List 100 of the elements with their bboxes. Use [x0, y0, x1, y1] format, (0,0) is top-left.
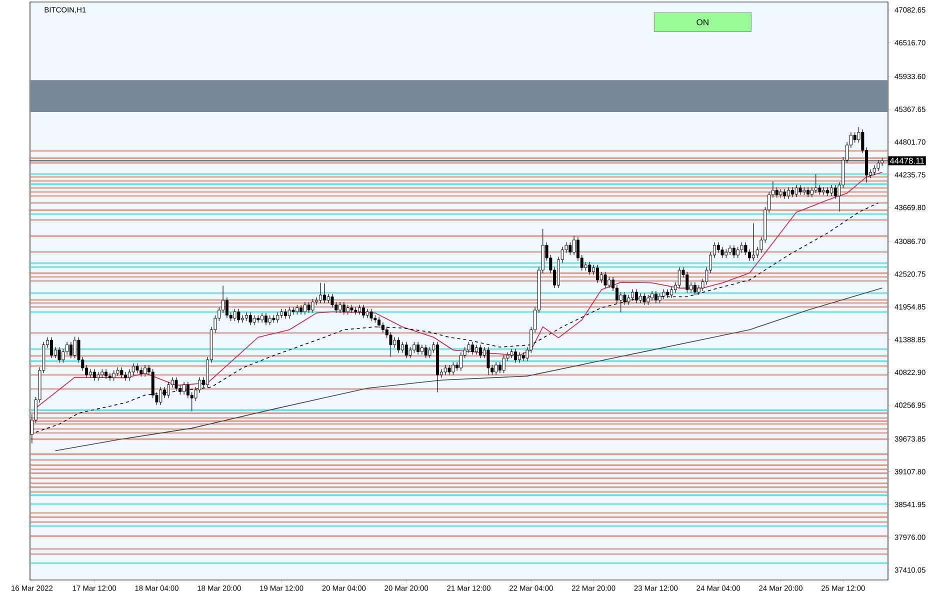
candlestick: [136, 363, 139, 374]
candlestick: [662, 288, 666, 300]
candlestick: [378, 316, 381, 328]
candlestick: [319, 282, 322, 304]
candlestick: [740, 242, 744, 254]
candlestick: [362, 304, 365, 318]
candlestick: [634, 288, 638, 304]
candlestick: [510, 348, 514, 358]
candlestick: [311, 298, 314, 314]
candlestick: [307, 302, 310, 314]
candlestick: [252, 314, 256, 326]
candlestick: [623, 292, 626, 306]
candlestick: [69, 342, 72, 358]
candlestick: [397, 336, 400, 354]
candlestick: [330, 294, 334, 308]
candlestick: [104, 368, 108, 380]
candlestick: [736, 246, 740, 258]
candlestick: [182, 382, 186, 395]
candlestick: [424, 344, 428, 358]
annotation: ON: [696, 19, 708, 26]
candlestick: [638, 292, 642, 304]
candlestick: [159, 386, 162, 406]
candlestick: [697, 284, 700, 296]
candlestick: [686, 272, 689, 293]
candlestick: [720, 246, 724, 258]
candlestick: [284, 308, 287, 320]
candlestick: [627, 294, 630, 306]
candlestick: [514, 348, 518, 364]
candlestick: [140, 367, 143, 377]
candlestick: [790, 186, 794, 198]
candlestick: [416, 342, 420, 355]
candlestick: [588, 262, 592, 276]
candlestick: [338, 302, 342, 314]
candlestick: [810, 186, 814, 198]
candlestick: [108, 372, 112, 381]
candlestick: [233, 308, 236, 322]
candlestick: [826, 186, 830, 196]
candlestick: [794, 184, 798, 198]
candlestick: [186, 382, 190, 398]
candlestick: [467, 342, 470, 354]
candlestick: [459, 352, 462, 372]
candlestick: [393, 336, 396, 348]
candlestick: [608, 276, 611, 288]
candlestick: [151, 368, 154, 398]
candlestick: [798, 184, 802, 196]
candlestick: [818, 184, 822, 196]
candlestick: [296, 304, 299, 315]
candlestick: [370, 308, 373, 322]
candlestick: [166, 382, 170, 398]
candlestick: [853, 132, 856, 144]
candlestick: [572, 236, 576, 256]
candlestick: [303, 302, 306, 315]
candlestick: [752, 222, 755, 262]
candlestick: [670, 286, 674, 298]
candlestick: [748, 248, 752, 262]
candlestick: [830, 184, 833, 196]
candlestick: [276, 312, 280, 324]
candlestick: [241, 314, 244, 324]
candlestick: [144, 364, 147, 377]
candlestick: [88, 368, 92, 378]
candlestick: [619, 292, 622, 313]
candlestick: [604, 272, 607, 288]
candlestick: [787, 186, 790, 200]
candlestick: [326, 294, 330, 304]
candlestick: [300, 304, 303, 315]
candlestick: [58, 346, 61, 364]
candlestick: [346, 304, 350, 315]
candlestick: [631, 288, 634, 302]
ref-line-label: 44478.11: [890, 158, 924, 164]
candlestick: [444, 364, 447, 376]
candlestick: [646, 294, 650, 306]
line-series: [54, 288, 883, 452]
candlestick: [744, 242, 748, 256]
candlestick: [342, 302, 346, 315]
candlestick: [783, 188, 786, 200]
candlestick: [288, 306, 291, 320]
candlestick: [400, 342, 404, 354]
candlestick: [264, 312, 268, 326]
candlestick: [389, 332, 392, 358]
candlestick: [478, 344, 482, 358]
candlestick: [806, 186, 810, 198]
candlestick: [50, 336, 53, 358]
candlestick: [124, 372, 128, 381]
candlestick: [163, 386, 166, 398]
candlestick: [872, 164, 876, 176]
candlestick: [381, 322, 384, 333]
candlestick: [471, 342, 474, 355]
candlestick: [322, 283, 326, 304]
candlestick: [404, 342, 408, 358]
candlestick: [112, 370, 116, 381]
candlestick: [73, 336, 76, 358]
candlestick: [642, 292, 646, 306]
candlestick: [654, 290, 658, 304]
candlestick: [728, 244, 732, 256]
candlestick: [568, 242, 572, 256]
candlestick: [475, 344, 478, 355]
candlestick: [775, 186, 778, 198]
candlestick: [237, 308, 240, 324]
candlestick: [358, 304, 362, 315]
candlestick: [428, 346, 432, 358]
